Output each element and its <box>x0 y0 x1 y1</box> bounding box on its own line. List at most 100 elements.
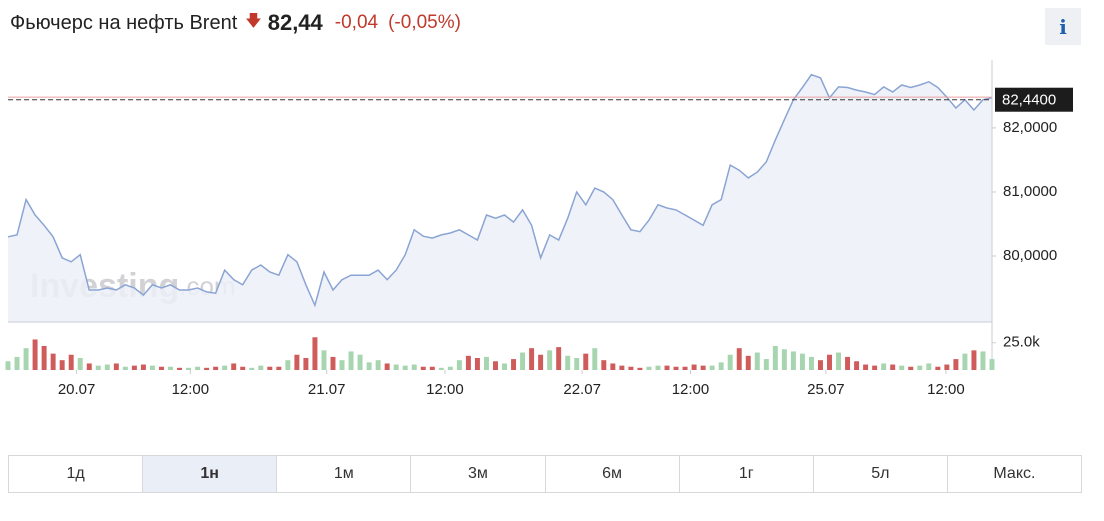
volume-bar <box>267 366 273 370</box>
range-button[interactable]: 1г <box>680 456 814 492</box>
volume-bar <box>790 351 796 370</box>
volume-bar <box>962 353 968 370</box>
volume-bar <box>231 363 237 370</box>
volume-bar <box>980 351 986 370</box>
info-button[interactable]: i <box>1045 8 1081 45</box>
volume-bar <box>917 365 923 370</box>
volume-bar <box>827 354 832 370</box>
volume-bar <box>420 366 426 370</box>
range-button[interactable]: Макс. <box>993 465 1036 482</box>
last-price-box <box>995 87 1073 112</box>
volume-bar <box>944 364 950 370</box>
volume-bar <box>583 353 589 370</box>
volume-bar <box>808 356 814 370</box>
volume-bar <box>520 352 526 370</box>
volume-bar <box>204 367 210 370</box>
x-tick-label: 20.07 <box>58 381 96 398</box>
x-tick-label: 12:00 <box>672 381 710 398</box>
volume-bar <box>249 367 255 370</box>
volume-bar <box>863 364 869 370</box>
volume-bar <box>104 364 110 370</box>
volume-bar <box>646 366 652 370</box>
volume-bar <box>140 364 146 370</box>
x-tick-label: 21.07 <box>308 381 346 398</box>
volume-bar <box>429 366 435 370</box>
volume-bar <box>366 362 372 370</box>
range-button[interactable]: 6м <box>546 456 680 492</box>
volume-bar <box>68 354 74 370</box>
y-tick-label: 81,0000 <box>1003 183 1057 200</box>
volume-bar <box>483 356 489 370</box>
volume-bar <box>538 354 544 370</box>
volume-bar <box>276 366 282 370</box>
volume-bar <box>592 348 598 370</box>
range-button[interactable]: 5л <box>814 456 948 492</box>
volume-bar <box>303 358 309 370</box>
volume-bar <box>655 365 661 370</box>
volume-bar <box>682 366 688 370</box>
volume-bar <box>59 360 65 370</box>
volume-bar <box>628 366 634 370</box>
volume-bar <box>781 349 787 370</box>
volume-bar <box>348 351 354 370</box>
volume-bar <box>402 365 408 370</box>
volume-bar <box>754 352 760 370</box>
volume-bar <box>86 363 92 370</box>
volume-bar <box>700 365 706 370</box>
volume-bar <box>50 353 56 370</box>
volume-bar <box>601 360 607 370</box>
volume-bar <box>935 366 941 370</box>
volume-bar <box>727 354 733 370</box>
volume-bar <box>637 367 643 370</box>
x-tick-label: 22.07 <box>563 381 601 398</box>
volume-bar <box>718 362 724 370</box>
volume-bar <box>113 363 119 370</box>
volume-bar <box>664 365 670 370</box>
volume-bar <box>926 363 932 370</box>
x-tick-label: 12:00 <box>426 381 464 398</box>
volume-bar <box>845 356 851 370</box>
volume-bar <box>556 347 562 370</box>
header: Фьючерс на нефть Brent 🡇 82,44 -0,04 (-0… <box>10 8 471 38</box>
range-button[interactable]: 1н <box>143 456 278 492</box>
volume-bar <box>438 367 444 370</box>
range-button[interactable]: 1д <box>9 456 144 492</box>
price: 82,44 <box>267 10 323 35</box>
y-tick-label: 82,0000 <box>1003 119 1057 136</box>
volume-bar <box>14 356 20 370</box>
volume-bar <box>213 366 219 370</box>
volume-bar <box>339 360 345 370</box>
volume-bar <box>447 366 453 370</box>
volume-bar <box>691 364 697 370</box>
volume-bar <box>745 355 751 370</box>
volume-bar <box>511 359 517 370</box>
title: Фьючерс на нефть Brent <box>10 11 238 34</box>
volume-bar <box>899 365 905 370</box>
volume-bar <box>971 350 977 370</box>
volume-bar <box>168 366 173 370</box>
volume-bar <box>131 365 137 370</box>
volume-bar <box>465 355 471 370</box>
volume-bar <box>890 364 896 370</box>
volume-bar <box>908 366 914 370</box>
volume-bar <box>5 361 11 370</box>
volume-bar <box>953 359 959 370</box>
volume-bar <box>836 352 842 370</box>
volume-bar <box>709 365 715 370</box>
down-arrow: 🡇 <box>245 12 262 30</box>
volume-bar <box>122 366 128 370</box>
volume-tick-label: 25.0k <box>1003 334 1040 351</box>
volume-bar <box>294 354 300 370</box>
volume-bar <box>375 360 381 370</box>
volume-bar <box>547 350 553 370</box>
volume-bar <box>95 365 101 370</box>
range-button[interactable]: 3м <box>411 456 546 492</box>
volume-bar <box>195 366 201 370</box>
volume-bar <box>881 363 887 370</box>
y-tick-label: 80,0000 <box>1003 247 1057 264</box>
volume-bar <box>77 358 83 370</box>
volume-bar <box>456 360 462 370</box>
volume-bar <box>285 360 291 370</box>
range-button[interactable]: 1м <box>277 456 412 492</box>
volume-bar <box>799 353 805 370</box>
